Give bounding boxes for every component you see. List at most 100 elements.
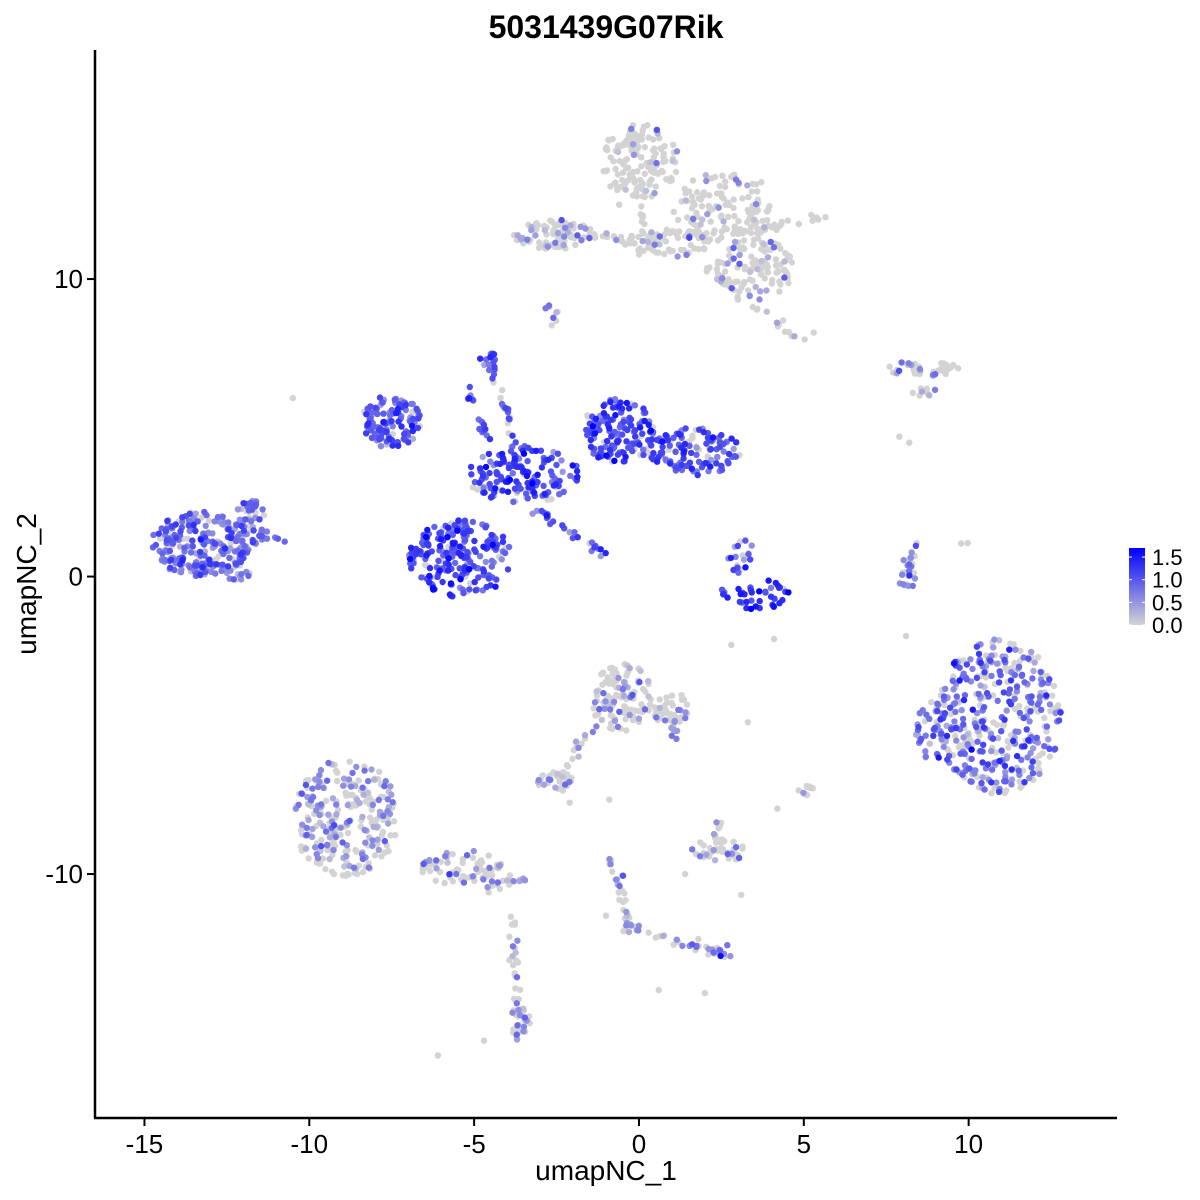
cell-point-expressing: [369, 801, 376, 808]
cell-point-expressing: [1036, 770, 1043, 778]
cell-point-expressing: [263, 535, 271, 542]
cell-point-expressing: [212, 570, 219, 577]
cell-point-expressing: [757, 288, 764, 295]
cell-point-expressing: [218, 567, 225, 575]
cell-point-expressing: [552, 784, 559, 791]
cell-point: [731, 223, 738, 230]
cell-point-expressing: [595, 454, 602, 461]
cell-point-expressing: [575, 753, 582, 760]
cell-point-expressing: [214, 513, 222, 521]
cell-point: [758, 179, 765, 186]
cell-point: [660, 153, 667, 161]
cell-point-expressing: [974, 738, 981, 745]
cell-point: [721, 268, 729, 275]
cell-point-expressing: [735, 585, 742, 593]
cell-point-expressing: [374, 410, 381, 418]
cell-point: [958, 540, 965, 547]
cell-point: [227, 539, 234, 547]
cell-point: [1000, 721, 1008, 728]
cell-point: [622, 716, 629, 723]
cell-point: [474, 486, 481, 493]
cell-point: [718, 836, 726, 843]
cell-point: [795, 787, 802, 794]
cell-point-expressing: [487, 494, 495, 501]
cell-point-expressing: [469, 518, 477, 526]
cell-point: [316, 860, 324, 867]
cell-point-expressing: [476, 479, 483, 486]
cell-point-expressing: [591, 544, 598, 551]
cell-point-expressing: [986, 657, 994, 664]
cell-point: [1035, 654, 1042, 661]
cell-point-expressing: [697, 221, 704, 228]
cell-point-expressing: [631, 402, 639, 409]
x-axis-ticks: -15 -10 -5 0 5 10: [126, 1118, 983, 1159]
cell-point-expressing: [600, 402, 607, 410]
cell-point-expressing: [1018, 671, 1026, 678]
cell-point-expressing: [172, 521, 179, 528]
cell-point-expressing: [752, 283, 759, 291]
cell-point-expressing: [387, 783, 394, 790]
cell-point: [342, 789, 349, 796]
cell-point-expressing: [998, 728, 1005, 735]
cell-point-expressing: [1015, 663, 1023, 670]
cell-point-expressing: [485, 575, 492, 582]
cell-point-expressing: [530, 489, 538, 496]
cell-point: [759, 217, 766, 225]
cell-point: [619, 238, 626, 245]
cell-point-expressing: [520, 450, 528, 457]
cell-point-expressing: [391, 396, 398, 403]
cell-point: [514, 959, 522, 966]
cell-point-expressing: [791, 333, 798, 340]
cell-point-expressing: [596, 426, 603, 434]
cell-point-expressing: [521, 877, 529, 884]
cell-point-expressing: [409, 415, 417, 422]
cell-point-expressing: [626, 665, 633, 672]
cell-point: [512, 985, 519, 992]
cell-point-expressing: [715, 204, 722, 211]
cell-point-expressing: [600, 410, 608, 417]
cell-point: [591, 234, 599, 241]
cell-point-expressing: [623, 908, 630, 916]
cell-point-expressing: [629, 141, 637, 148]
cell-point-expressing: [991, 759, 998, 766]
cell-point-expressing: [414, 424, 422, 432]
cell-point: [992, 749, 1000, 756]
cell-point-expressing: [980, 704, 988, 711]
cell-point-expressing: [152, 541, 160, 549]
cell-point: [750, 236, 758, 243]
cell-point-expressing: [367, 427, 375, 434]
x-tick-label: 0: [632, 1129, 646, 1159]
cell-point: [739, 244, 746, 251]
cell-point: [923, 385, 930, 392]
cell-point: [648, 176, 655, 183]
cell-point-expressing: [1021, 779, 1028, 786]
cell-point-expressing: [571, 529, 578, 536]
cell-point: [297, 843, 305, 850]
cell-point-expressing: [664, 437, 672, 444]
cell-point-expressing: [322, 828, 330, 835]
cell-point: [615, 889, 622, 896]
cell-point-expressing: [554, 229, 562, 237]
cell-point: [719, 172, 726, 179]
cell-point-expressing: [1036, 693, 1044, 700]
cell-point-expressing: [471, 546, 478, 553]
cell-point-expressing: [666, 460, 674, 467]
cell-point-expressing: [767, 584, 775, 592]
cell-point: [480, 1037, 488, 1044]
cell-point-expressing: [906, 572, 913, 579]
cell-point-expressing: [595, 421, 602, 428]
cell-point-expressing: [487, 353, 494, 361]
cell-point-expressing: [185, 522, 192, 529]
cell-point-expressing: [381, 837, 388, 845]
cell-point-expressing: [770, 603, 777, 610]
cell-point-expressing: [603, 230, 610, 237]
cell-point: [772, 256, 779, 263]
cell-point: [646, 701, 654, 708]
cell-point: [344, 829, 352, 837]
cell-point-expressing: [455, 517, 462, 524]
cell-point-expressing: [369, 837, 376, 844]
cell-point-expressing: [686, 234, 693, 241]
cell-point: [808, 211, 815, 219]
cell-point-expressing: [206, 556, 213, 563]
cell-point-expressing: [510, 498, 517, 505]
